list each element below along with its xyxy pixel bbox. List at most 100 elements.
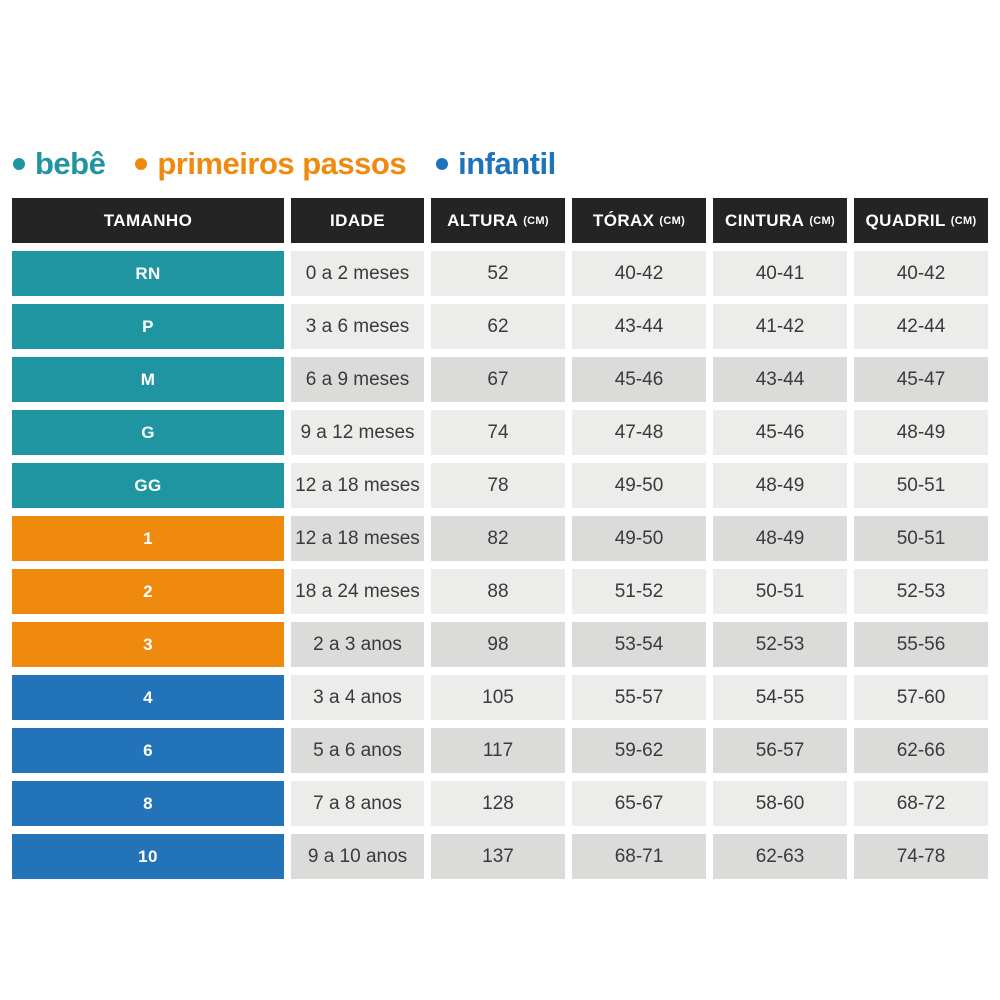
- torax-cell: 68-71: [572, 834, 706, 879]
- size-cell: 3: [12, 622, 284, 667]
- size-cell: 6: [12, 728, 284, 773]
- altura-cell: 105: [431, 675, 565, 720]
- legend-item-bebê: bebê: [13, 146, 106, 182]
- column-header-label: QUADRIL: [865, 210, 946, 230]
- torax-cell: 53-54: [572, 622, 706, 667]
- quadril-cell: 52-53: [854, 569, 988, 614]
- legend-label: infantil: [458, 146, 556, 181]
- cintura-cell: 40-41: [713, 251, 847, 296]
- cintura-cell: 50-51: [713, 569, 847, 614]
- cintura-cell: 56-57: [713, 728, 847, 773]
- age-cell: 12 a 18 meses: [291, 516, 424, 561]
- quadril-cell: 55-56: [854, 622, 988, 667]
- quadril-cell: 57-60: [854, 675, 988, 720]
- size-cell: GG: [12, 463, 284, 508]
- torax-cell: 65-67: [572, 781, 706, 826]
- column-header-unit: (CM): [523, 214, 549, 227]
- age-cell: 3 a 4 anos: [291, 675, 424, 720]
- age-cell: 0 a 2 meses: [291, 251, 424, 296]
- altura-cell: 52: [431, 251, 565, 296]
- quadril-cell: 50-51: [854, 463, 988, 508]
- quadril-cell: 68-72: [854, 781, 988, 826]
- quadril-cell: 62-66: [854, 728, 988, 773]
- cintura-cell: 58-60: [713, 781, 847, 826]
- altura-cell: 74: [431, 410, 565, 455]
- altura-cell: 82: [431, 516, 565, 561]
- column-header-label: IDADE: [330, 210, 385, 230]
- size-cell: G: [12, 410, 284, 455]
- quadril-cell: 74-78: [854, 834, 988, 879]
- size-table: TAMANHO IDADE ALTURA (CM) TÓRAX (CM) CINTURA (C…: [12, 198, 988, 879]
- size-cell: M: [12, 357, 284, 402]
- legend-item-infantil: infantil: [436, 146, 556, 182]
- size-cell: 4: [12, 675, 284, 720]
- column-header-unit: (CM): [659, 214, 686, 227]
- cintura-cell: 48-49: [713, 463, 847, 508]
- torax-cell: 49-50: [572, 463, 706, 508]
- age-cell: 9 a 10 anos: [291, 834, 424, 879]
- altura-cell: 62: [431, 304, 565, 349]
- cintura-cell: 48-49: [713, 516, 847, 561]
- torax-cell: 43-44: [572, 304, 706, 349]
- torax-cell: 51-52: [572, 569, 706, 614]
- age-cell: 12 a 18 meses: [291, 463, 424, 508]
- altura-cell: 98: [431, 622, 565, 667]
- age-cell: 9 a 12 meses: [291, 410, 424, 455]
- legend-bullet-icon: [135, 158, 148, 170]
- column-header-tamanho: TAMANHO: [12, 198, 284, 243]
- legend-item-primeiros-passos: primeiros passos: [135, 146, 407, 182]
- cintura-cell: 41-42: [713, 304, 847, 349]
- legend-bullet-icon: [436, 158, 449, 170]
- torax-cell: 40-42: [572, 251, 706, 296]
- legend-label: bebê: [35, 146, 106, 181]
- size-cell: 1: [12, 516, 284, 561]
- altura-cell: 128: [431, 781, 565, 826]
- legend-bullet-icon: [13, 158, 25, 170]
- column-header-label: TÓRAX: [592, 210, 655, 230]
- column-header-label: CINTURA: [725, 210, 805, 230]
- torax-cell: 55-57: [572, 675, 706, 720]
- altura-cell: 117: [431, 728, 565, 773]
- quadril-cell: 50-51: [854, 516, 988, 561]
- size-cell: 2: [12, 569, 284, 614]
- altura-cell: 88: [431, 569, 565, 614]
- quadril-cell: 48-49: [854, 410, 988, 455]
- size-cell: 8: [12, 781, 284, 826]
- column-header-quadril: QUADRIL (CM): [854, 198, 988, 243]
- age-cell: 7 a 8 anos: [291, 781, 424, 826]
- cintura-cell: 43-44: [713, 357, 847, 402]
- age-cell: 5 a 6 anos: [291, 728, 424, 773]
- category-legend: bebê primeiros passos infantil: [13, 146, 556, 182]
- column-header-label: TAMANHO: [103, 210, 193, 230]
- column-header-label: ALTURA: [447, 210, 519, 230]
- cintura-cell: 52-53: [713, 622, 847, 667]
- quadril-cell: 45-47: [854, 357, 988, 402]
- size-cell: RN: [12, 251, 284, 296]
- column-header-idade: IDADE: [291, 198, 424, 243]
- cintura-cell: 62-63: [713, 834, 847, 879]
- age-cell: 2 a 3 anos: [291, 622, 424, 667]
- altura-cell: 78: [431, 463, 565, 508]
- size-cell: P: [12, 304, 284, 349]
- column-header-cintura: CINTURA (CM): [713, 198, 847, 243]
- torax-cell: 47-48: [572, 410, 706, 455]
- column-header-altura: ALTURA (CM): [431, 198, 565, 243]
- column-header-unit: (CM): [809, 214, 835, 227]
- quadril-cell: 42-44: [854, 304, 988, 349]
- altura-cell: 67: [431, 357, 565, 402]
- legend-label: primeiros passos: [157, 146, 407, 181]
- quadril-cell: 40-42: [854, 251, 988, 296]
- cintura-cell: 54-55: [713, 675, 847, 720]
- cintura-cell: 45-46: [713, 410, 847, 455]
- torax-cell: 45-46: [572, 357, 706, 402]
- size-cell: 10: [12, 834, 284, 879]
- torax-cell: 59-62: [572, 728, 706, 773]
- age-cell: 3 a 6 meses: [291, 304, 424, 349]
- altura-cell: 137: [431, 834, 565, 879]
- age-cell: 6 a 9 meses: [291, 357, 424, 402]
- age-cell: 18 a 24 meses: [291, 569, 424, 614]
- column-header-tórax: TÓRAX (CM): [572, 198, 706, 243]
- column-header-unit: (CM): [950, 214, 977, 227]
- torax-cell: 49-50: [572, 516, 706, 561]
